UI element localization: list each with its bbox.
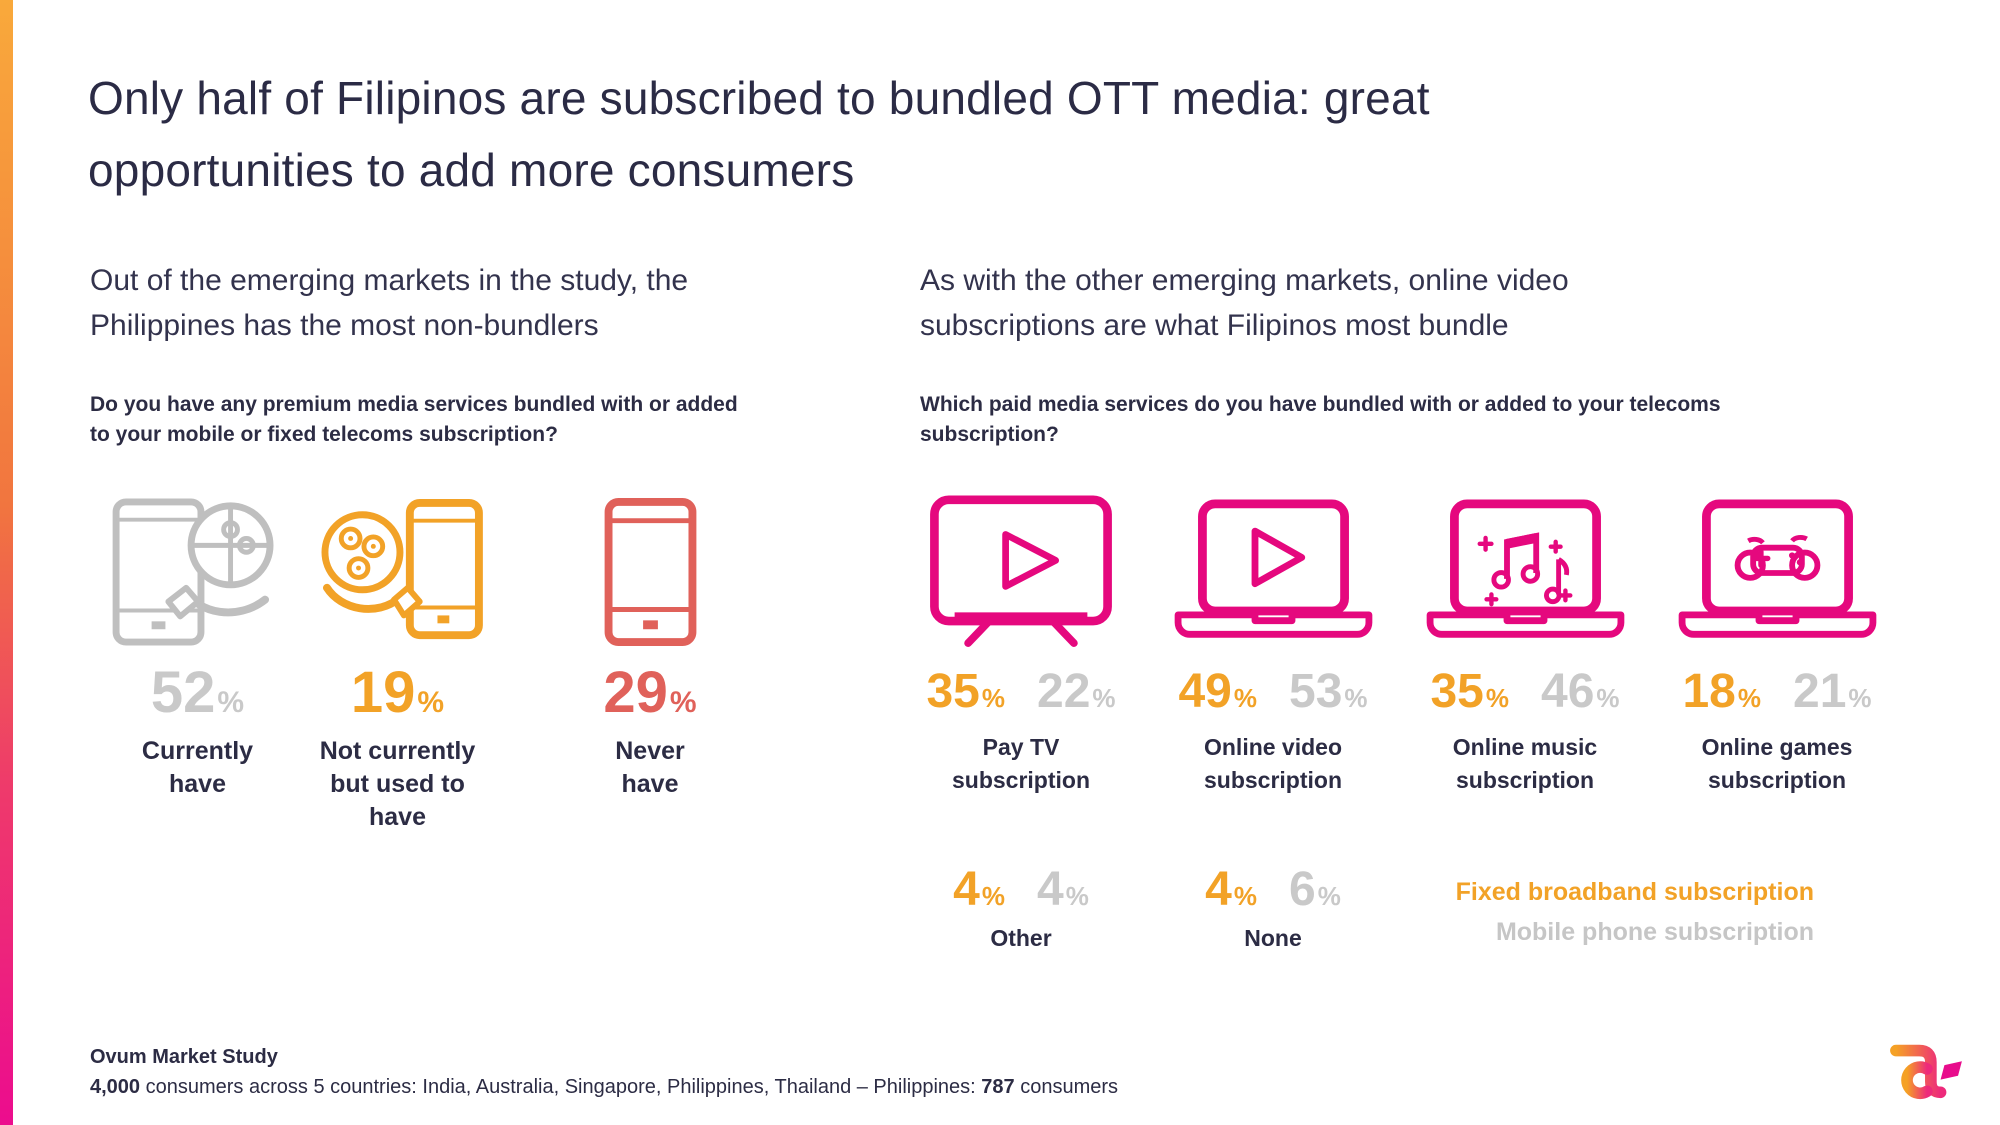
service-online-games: 18 % 21 % Online games subscription (1675, 495, 1880, 797)
laptop-game-icon (1675, 495, 1880, 647)
fixed-broadband-number: 18 (1682, 665, 1736, 718)
left-section-heading: Out of the emerging markets in the study… (90, 258, 688, 348)
percent-sign: % (1065, 881, 1089, 911)
fixed-broadband-number: 35 (1430, 665, 1484, 718)
mobile-phone-number: 46 (1541, 665, 1595, 718)
mobile-phone-number: 53 (1289, 665, 1343, 718)
tv-play-icon (926, 495, 1116, 647)
page-title-line2: opportunities to add more consumers (88, 144, 855, 196)
stat-values: 18 % 21 % (1675, 665, 1880, 719)
services-grid-row2: 4 % 4 % Other 4 % 6 % None (895, 845, 1399, 952)
coins-phone-icon (300, 495, 495, 647)
page-title: Only half of Filipinos are subscribed to… (88, 62, 1430, 206)
consumer-count-philippines: 787 (981, 1076, 1015, 1098)
stat-not-currently: 19 % Not currently but used to have (300, 495, 495, 834)
fixed-broadband-number: 4 (953, 863, 980, 916)
stat-value: 29 % (565, 661, 735, 725)
stat-never-have: 29 % Never have (565, 495, 735, 801)
service-label: None (1244, 925, 1302, 951)
right-question-line2: subscription? (920, 423, 1059, 446)
stat-label: Not currently but used to have (319, 737, 476, 831)
fixed-broadband-number: 49 (1178, 665, 1232, 718)
percent-sign: % (669, 686, 697, 719)
mobile-phone-number: 6 (1289, 863, 1316, 916)
service-pay-tv: 35 % 22 % Pay TV subscription (926, 495, 1116, 797)
percent-sign: % (1233, 881, 1257, 911)
left-accent-bar (0, 0, 13, 1125)
service-online-video: 49 % 53 % Online video subscription (1171, 495, 1376, 797)
percent-sign: % (1317, 881, 1341, 911)
source-title: Ovum Market Study (90, 1046, 278, 1068)
laptop-music-icon (1423, 495, 1628, 647)
laptop-play-icon (1171, 495, 1376, 647)
legend: Fixed broadband subscription Mobile phon… (1456, 872, 1814, 952)
fixed-broadband-number: 35 (926, 665, 980, 718)
stat-values: 4 % 6 % (1205, 863, 1341, 917)
phone-puzzle-icon (95, 495, 300, 647)
service-label: Online games subscription (1701, 734, 1853, 793)
right-question-line1: Which paid media services do you have bu… (920, 393, 1721, 416)
stat-value: 52 % (95, 661, 300, 725)
right-heading-line2: subscriptions are what Filipinos most bu… (920, 309, 1509, 342)
service-label: Other (990, 925, 1052, 951)
consumer-count-total: 4,000 (90, 1076, 141, 1098)
right-heading-line1: As with the other emerging markets, onli… (920, 264, 1569, 297)
source-detail-text2: consumers (1014, 1076, 1119, 1098)
brand-logo-icon (1882, 1036, 1970, 1102)
percent-sign: % (1092, 683, 1116, 713)
left-question-line1: Do you have any premium media services b… (90, 393, 738, 416)
mobile-phone-number: 22 (1037, 665, 1091, 718)
source-detail: 4,000 consumers across 5 countries: Indi… (90, 1076, 1118, 1098)
stat-value: 19 % (300, 661, 495, 725)
footer-source: Ovum Market Study 4,000 consumers across… (90, 1042, 1118, 1102)
service-label: Online video subscription (1203, 734, 1343, 793)
source-detail-text1: consumers across 5 countries: India, Aus… (140, 1076, 982, 1098)
percent-sign: % (1233, 683, 1257, 713)
right-survey-question: Which paid media services do you have bu… (920, 390, 1721, 450)
percent-sign: % (1344, 683, 1368, 713)
service-label: Pay TV subscription (951, 734, 1090, 793)
services-grid: 35 % 22 % Pay TV subscription 49 % 53 (895, 495, 1903, 797)
percent-sign: % (981, 683, 1005, 713)
stat-number: 52 (150, 660, 216, 725)
percent-sign: % (1485, 683, 1509, 713)
percent-sign: % (1848, 683, 1872, 713)
legend-fixed-broadband: Fixed broadband subscription (1455, 878, 1814, 906)
percent-sign: % (1737, 683, 1761, 713)
left-question-line2: to your mobile or fixed telecoms subscri… (90, 423, 558, 446)
left-survey-question: Do you have any premium media services b… (90, 390, 738, 450)
left-heading-line1: Out of the emerging markets in the study… (90, 264, 689, 297)
stat-label: Currently have (141, 737, 254, 798)
service-other: 4 % 4 % Other (953, 845, 1089, 952)
service-label: Online music subscription (1452, 734, 1598, 793)
service-online-music: 35 % 46 % Online music subscription (1423, 495, 1628, 797)
left-heading-line2: Philippines has the most non-bundlers (90, 309, 599, 342)
stat-values: 35 % 22 % (926, 665, 1116, 719)
stat-values: 4 % 4 % (953, 863, 1089, 917)
percent-sign: % (217, 686, 245, 719)
stat-label: Never have (615, 737, 685, 798)
service-none: 4 % 6 % None (1205, 845, 1341, 952)
stat-currently-have: 52 % Currently have (95, 495, 300, 801)
right-section-heading: As with the other emerging markets, onli… (920, 258, 1569, 348)
phone-icon (565, 495, 735, 647)
mobile-phone-number: 4 (1037, 863, 1064, 916)
stat-number: 19 (350, 660, 416, 725)
mobile-phone-number: 21 (1793, 665, 1847, 718)
fixed-broadband-number: 4 (1205, 863, 1232, 916)
stat-number: 29 (603, 660, 668, 725)
legend-mobile-phone: Mobile phone subscription (1495, 918, 1814, 946)
percent-sign: % (417, 686, 445, 719)
percent-sign: % (1596, 683, 1620, 713)
percent-sign: % (981, 881, 1005, 911)
stat-values: 35 % 46 % (1423, 665, 1628, 719)
stat-values: 49 % 53 % (1171, 665, 1376, 719)
page-title-line1: Only half of Filipinos are subscribed to… (88, 72, 1430, 124)
